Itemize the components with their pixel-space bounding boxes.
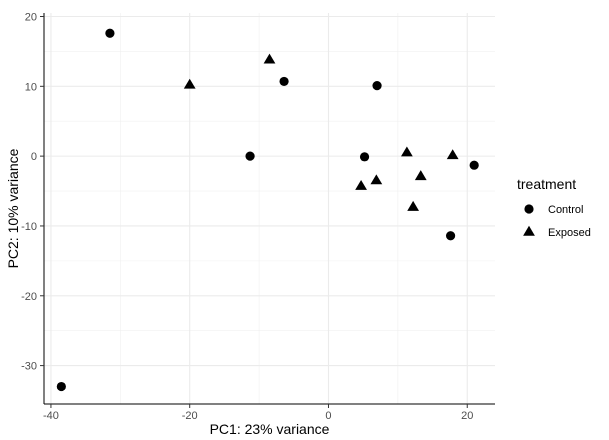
plot-panel: [44, 13, 495, 404]
legend-key-exposed: [523, 225, 535, 236]
point-control: [279, 76, 289, 87]
legend-label-control: Control: [548, 204, 583, 216]
y-tick-label: 20: [25, 11, 37, 23]
legend-key-control: [524, 204, 534, 214]
point-exposed: [414, 170, 427, 181]
point-control: [445, 231, 456, 241]
legend-label-exposed: Exposed: [548, 227, 591, 239]
point-control: [56, 381, 66, 392]
data-points: [56, 28, 479, 392]
point-control: [105, 28, 115, 38]
y-axis-ticks: 20 10 0 -10 -20 -30: [21, 11, 44, 373]
point-control: [372, 81, 382, 91]
legend-title: treatment: [517, 176, 576, 192]
y-tick-label: 0: [31, 151, 37, 163]
x-tick-label: 20: [461, 410, 473, 422]
point-exposed: [183, 78, 196, 89]
x-tick-label: -20: [182, 410, 198, 422]
legend-entries: Control Exposed: [523, 204, 591, 239]
point-control: [359, 152, 370, 162]
point-exposed: [446, 149, 459, 160]
point-control: [469, 160, 479, 170]
legend: treatment Control Exposed: [517, 176, 591, 239]
point-control: [245, 151, 255, 161]
x-tick-label: 0: [325, 410, 331, 422]
y-tick-label: -10: [21, 221, 37, 233]
x-tick-label: -40: [43, 410, 59, 422]
y-axis-title: PC2: 10% variance: [5, 148, 21, 268]
point-exposed: [400, 146, 413, 157]
point-exposed: [355, 179, 367, 190]
x-axis-title: PC1: 23% variance: [210, 421, 330, 437]
minor-gridlines: [44, 13, 495, 404]
y-tick-label: -20: [21, 291, 37, 303]
y-tick-label: 10: [25, 81, 37, 93]
x-axis-ticks: -40 -20 0 20: [43, 404, 473, 422]
point-exposed: [370, 174, 383, 185]
major-gridlines: [44, 13, 495, 404]
axes: -40 -20 0 20 20 10 0 -10 -20 -30: [21, 11, 495, 422]
y-tick-label: -30: [21, 361, 37, 373]
point-exposed: [407, 200, 420, 211]
point-exposed: [263, 53, 276, 64]
